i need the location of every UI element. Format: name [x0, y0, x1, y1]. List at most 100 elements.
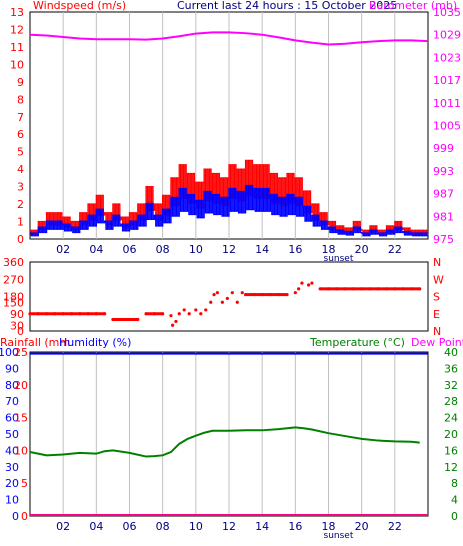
direction-point: [268, 292, 273, 297]
direction-point: [212, 292, 216, 297]
direction-point: [393, 287, 397, 291]
direction-compass-tick: W: [433, 273, 444, 286]
rain-y-tick: 5: [21, 477, 28, 490]
direction-point: [103, 312, 107, 316]
temperature-y-tick: 12: [444, 461, 458, 474]
direction-point: [136, 317, 140, 322]
wind-gust-series: [30, 159, 428, 235]
humidity-y-tick: 100: [0, 346, 19, 359]
wind-y-tick: 11: [10, 41, 24, 54]
direction-point: [326, 287, 331, 291]
barometer-y-tick: 993: [433, 165, 454, 178]
direction-y-tick: 0: [17, 325, 24, 338]
direction-point: [144, 312, 148, 316]
wind-x-tick: 06: [123, 243, 137, 256]
direction-point: [307, 283, 311, 287]
direction-compass-tick: N: [433, 256, 441, 269]
temperature-y-tick: 24: [444, 412, 458, 425]
direction-point: [78, 312, 82, 316]
direction-point: [260, 292, 264, 297]
direction-point: [418, 287, 422, 291]
wind-y-tick: 7: [17, 111, 24, 124]
wind-y-tick: 2: [17, 198, 24, 211]
rain-y-tick: 20: [14, 379, 28, 392]
windspeed-title: Windspeed (m/s): [33, 0, 127, 12]
wind-x-tick: 14: [255, 243, 269, 256]
temp-x-tick: 10: [189, 520, 203, 533]
direction-point: [285, 292, 289, 297]
barometer-y-tick: 999: [433, 142, 454, 155]
wind-x-tick: 02: [56, 243, 70, 256]
humidity-title: Humidity (%): [59, 336, 131, 349]
direction-point: [235, 300, 239, 304]
temperature-y-tick: 8: [451, 477, 458, 490]
direction-point: [171, 323, 175, 327]
wind-x-tick: 08: [156, 243, 170, 256]
direction-y-tick: 30: [10, 319, 24, 332]
wind-x-tick: 16: [288, 243, 302, 256]
temperature-y-tick: 40: [444, 346, 458, 359]
direction-point: [61, 312, 65, 316]
direction-point: [53, 312, 57, 316]
direction-point: [277, 292, 281, 297]
barometer-y-tick: 981: [433, 210, 454, 223]
humidity-y-tick: 0: [12, 510, 19, 523]
wind-x-tick: 20: [355, 243, 369, 256]
wind-y-tick: 1: [17, 216, 24, 229]
direction-y-tick: 270: [3, 273, 24, 286]
temp-x-tick: 08: [156, 520, 170, 533]
wind-y-tick: 13: [10, 6, 24, 19]
direction-y-tick: 360: [3, 256, 24, 269]
direction-point: [94, 312, 98, 316]
direction-point: [343, 287, 347, 291]
direction-point: [209, 300, 213, 304]
direction-y-tick: 180: [3, 291, 24, 304]
humidity-y-tick: 40: [5, 444, 19, 457]
direction-y-tick: 90: [10, 308, 24, 321]
wind-y-tick: 4: [17, 163, 24, 176]
barometer-series: [29, 31, 429, 46]
wind-y-tick: 5: [17, 146, 24, 159]
direction-point: [119, 317, 123, 322]
rain-y-tick: 10: [14, 444, 28, 457]
direction-point: [36, 312, 40, 316]
direction-compass-tick: N: [433, 325, 441, 338]
temperature-y-tick: 4: [451, 494, 458, 507]
direction-point: [384, 287, 389, 291]
wind-y-tick: 10: [10, 58, 24, 71]
wind-y-tick: 8: [17, 93, 24, 106]
direction-point: [243, 292, 248, 297]
wind-sunset-label: sunset: [324, 254, 354, 264]
barometer-y-tick: 1023: [433, 51, 461, 64]
wind-y-tick: 6: [17, 128, 24, 141]
direction-point: [111, 317, 115, 322]
barometer-title: Barometer (mb): [369, 0, 458, 12]
direction-point: [69, 312, 74, 316]
wind-average-series: [30, 184, 428, 237]
direction-point: [187, 312, 191, 316]
temperature-y-tick: 0: [451, 510, 458, 523]
wind-y-tick: 0: [17, 233, 24, 246]
humidity-y-tick: 90: [5, 362, 19, 375]
wind-y-tick: 3: [17, 181, 24, 194]
direction-point: [161, 312, 165, 316]
direction-point: [86, 312, 90, 316]
temp-x-tick: 04: [89, 520, 103, 533]
direction-point: [368, 287, 372, 291]
wind-x-tick: 18: [322, 243, 336, 256]
direction-compass-tick: E: [433, 308, 440, 321]
barometer-y-tick: 1029: [433, 29, 461, 42]
direction-point: [293, 291, 297, 295]
barometer-y-tick: 1005: [433, 120, 461, 133]
direction-point: [199, 312, 203, 316]
barometer-y-tick: 1011: [433, 97, 461, 110]
direction-point: [335, 287, 339, 291]
temperature-y-tick: 16: [444, 444, 458, 457]
dewpoint-title: Dew Point: [411, 336, 463, 349]
direction-point: [174, 319, 178, 324]
direction-point: [318, 287, 322, 291]
humidity-y-tick: 30: [5, 461, 19, 474]
direction-point: [240, 291, 244, 295]
